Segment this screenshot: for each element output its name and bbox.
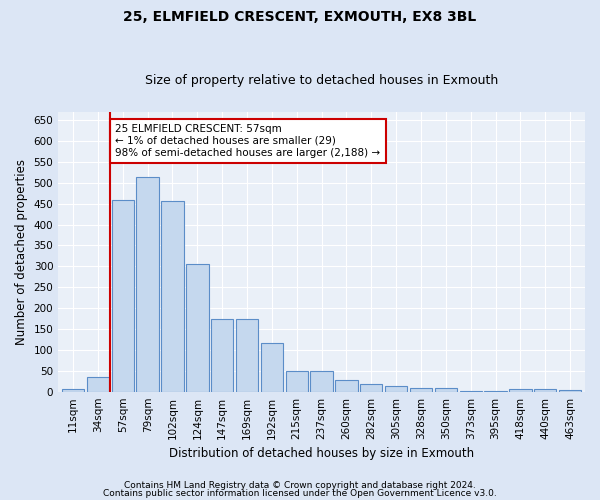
Bar (62, 389, 84, 392)
Bar (87, 377, 109, 392)
X-axis label: Distribution of detached houses by size in Exmouth: Distribution of detached houses by size … (169, 447, 474, 460)
Bar (410, 388, 432, 392)
Text: 25 ELMFIELD CRESCENT: 57sqm
← 1% of detached houses are smaller (29)
98% of semi: 25 ELMFIELD CRESCENT: 57sqm ← 1% of deta… (115, 124, 380, 158)
Bar (460, 391, 482, 392)
Bar (211, 318, 233, 392)
Text: Contains HM Land Registry data © Crown copyright and database right 2024.: Contains HM Land Registry data © Crown c… (124, 481, 476, 490)
Bar (335, 380, 358, 392)
Text: 25, ELMFIELD CRESCENT, EXMOUTH, EX8 3BL: 25, ELMFIELD CRESCENT, EXMOUTH, EX8 3BL (124, 10, 476, 24)
Bar (112, 200, 134, 392)
Title: Size of property relative to detached houses in Exmouth: Size of property relative to detached ho… (145, 74, 498, 87)
Bar (236, 318, 258, 392)
Bar (484, 391, 507, 392)
Bar (310, 371, 333, 392)
Bar (360, 384, 382, 392)
Bar (286, 371, 308, 392)
Bar (385, 386, 407, 392)
Bar (136, 178, 159, 392)
Bar (186, 264, 209, 392)
Bar (260, 343, 283, 392)
Bar (534, 389, 556, 392)
Bar (434, 388, 457, 392)
Bar (161, 201, 184, 392)
Bar (559, 390, 581, 392)
Bar (509, 389, 532, 392)
Y-axis label: Number of detached properties: Number of detached properties (15, 158, 28, 344)
Text: Contains public sector information licensed under the Open Government Licence v3: Contains public sector information licen… (103, 488, 497, 498)
